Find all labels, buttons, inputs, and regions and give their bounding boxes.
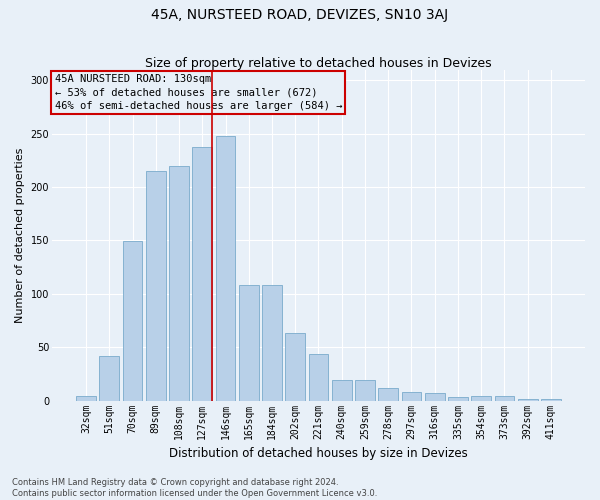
Bar (494, 396, 514, 400)
Text: 45A, NURSTEED ROAD, DEVIZES, SN10 3AJ: 45A, NURSTEED ROAD, DEVIZES, SN10 3AJ (151, 8, 449, 22)
Bar (308, 354, 328, 401)
Bar (169, 166, 189, 400)
Bar (262, 286, 282, 401)
Text: Contains HM Land Registry data © Crown copyright and database right 2024.
Contai: Contains HM Land Registry data © Crown c… (12, 478, 377, 498)
Bar (215, 136, 235, 400)
Bar (471, 396, 491, 400)
Bar (76, 396, 96, 400)
Bar (193, 148, 212, 400)
Bar (541, 398, 561, 400)
Bar (100, 356, 119, 401)
Bar (146, 171, 166, 400)
Bar (448, 398, 468, 400)
Bar (332, 380, 352, 400)
Bar (286, 334, 305, 400)
Bar (518, 398, 538, 400)
Bar (122, 242, 142, 400)
Bar (401, 392, 421, 400)
Bar (379, 388, 398, 400)
Bar (239, 286, 259, 401)
X-axis label: Distribution of detached houses by size in Devizes: Distribution of detached houses by size … (169, 447, 468, 460)
Text: 45A NURSTEED ROAD: 130sqm
← 53% of detached houses are smaller (672)
46% of semi: 45A NURSTEED ROAD: 130sqm ← 53% of detac… (55, 74, 342, 111)
Bar (425, 393, 445, 400)
Y-axis label: Number of detached properties: Number of detached properties (15, 148, 25, 323)
Bar (355, 380, 375, 400)
Title: Size of property relative to detached houses in Devizes: Size of property relative to detached ho… (145, 56, 492, 70)
